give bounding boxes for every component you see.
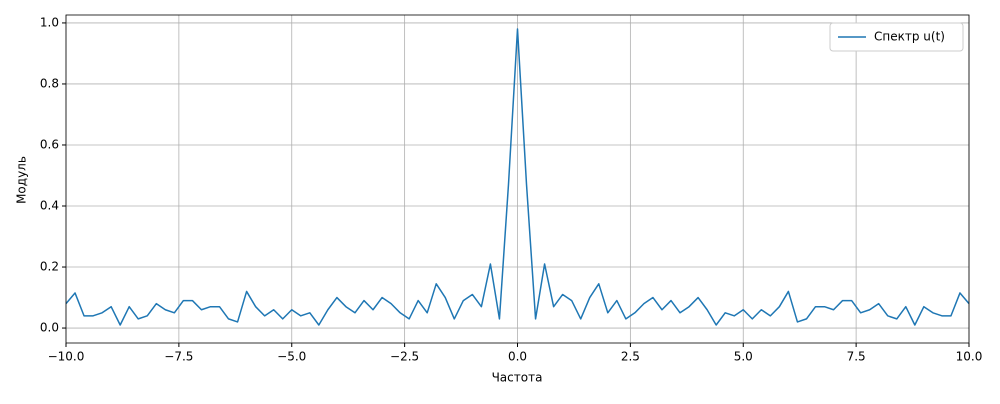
- x-tick-label: −5.0: [277, 350, 306, 364]
- x-tick-label: 7.5: [847, 350, 866, 364]
- x-tick-label: 2.5: [621, 350, 640, 364]
- x-tick-label: 5.0: [734, 350, 753, 364]
- plot-frame: [65, 14, 970, 344]
- x-tick-label: −7.5: [164, 350, 193, 364]
- x-tick-label: −10.0: [48, 350, 85, 364]
- x-axis-label: Частота: [492, 371, 543, 385]
- x-tick-label: 10.0: [956, 350, 983, 364]
- y-tick-label: 0.0: [40, 321, 59, 335]
- y-tick-label: 0.6: [40, 137, 59, 151]
- legend-box: [829, 22, 964, 52]
- y-tick-label: 0.8: [40, 76, 59, 90]
- data-line: [65, 28, 970, 326]
- y-tick-label: 0.2: [40, 260, 59, 274]
- y-tick-label: 1.0: [40, 15, 59, 29]
- y-tick-label: 0.4: [40, 199, 59, 213]
- legend-label: Спектр u(t): [874, 30, 945, 44]
- x-tick-label: −2.5: [390, 350, 419, 364]
- x-tick-label: 0.0: [508, 350, 527, 364]
- y-axis-label: Модуль: [15, 156, 29, 204]
